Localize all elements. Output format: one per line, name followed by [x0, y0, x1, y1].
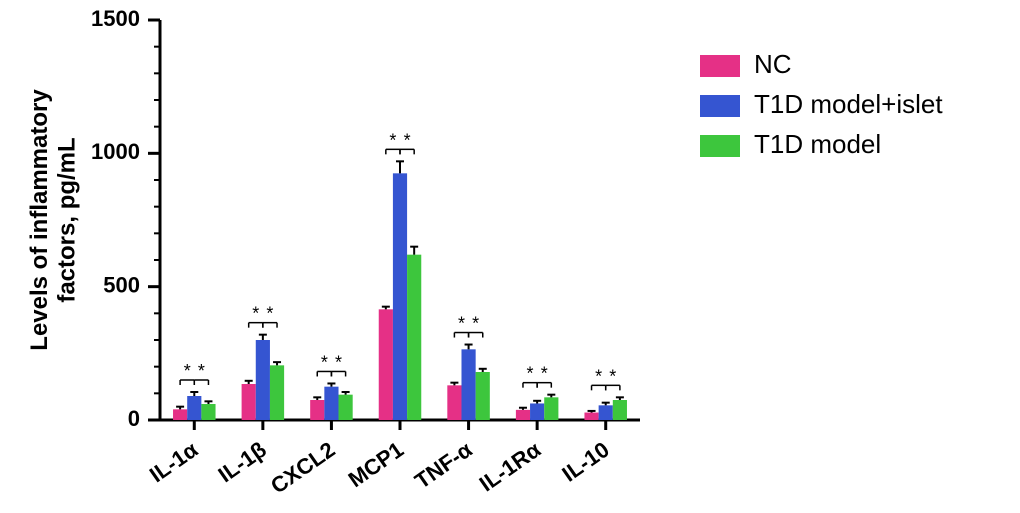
bar — [256, 340, 270, 420]
bar — [187, 396, 201, 420]
y-tick-label: 500 — [103, 272, 140, 297]
x-tick-label: IL-1β — [214, 437, 271, 488]
bar — [407, 255, 421, 420]
significance-marker: * — [472, 314, 479, 334]
significance-marker: * — [595, 366, 602, 386]
legend-swatch — [700, 95, 740, 117]
significance-marker: * — [335, 352, 342, 372]
significance-marker: * — [541, 364, 548, 384]
significance-marker: * — [184, 361, 191, 381]
y-tick-label: 1000 — [91, 139, 140, 164]
significance-marker: * — [404, 130, 411, 150]
bar — [379, 309, 393, 420]
significance-marker: * — [527, 364, 534, 384]
legend-label: NC — [754, 49, 792, 79]
significance-marker: * — [389, 130, 396, 150]
bar — [476, 372, 490, 420]
bar — [310, 400, 324, 420]
bar — [584, 413, 598, 420]
bar — [339, 395, 353, 420]
legend-swatch — [700, 135, 740, 157]
bar — [461, 349, 475, 420]
y-tick-label: 1500 — [91, 6, 140, 31]
x-tick-label: TNF-α — [410, 436, 477, 493]
legend-swatch — [700, 55, 740, 77]
y-axis-label: Levels of inflammatoryfactors, pg/mL — [26, 89, 81, 351]
bar — [530, 403, 544, 420]
legend-label: T1D model+islet — [754, 89, 943, 119]
bar — [613, 400, 627, 420]
significance-marker: * — [609, 366, 616, 386]
bar — [270, 365, 284, 420]
bar — [324, 387, 338, 420]
bar — [201, 404, 215, 420]
bar — [242, 384, 256, 420]
significance-marker: * — [458, 314, 465, 334]
x-tick-label: MCP1 — [344, 437, 408, 493]
bar — [599, 405, 613, 420]
significance-marker: * — [252, 304, 259, 324]
significance-marker: * — [266, 304, 273, 324]
legend-label: T1D model — [754, 129, 881, 159]
bar — [447, 385, 461, 420]
y-tick-label: 0 — [128, 406, 140, 431]
inflammatory-factors-bar-chart: 0 500 1000 1500 Levels of inflammatoryfactor… — [0, 0, 1020, 513]
bar — [173, 409, 187, 420]
x-tick-label: IL-10 — [557, 437, 613, 487]
x-tick-label: IL-1Rα — [475, 436, 546, 496]
bar — [544, 397, 558, 420]
bar — [516, 410, 530, 420]
bar — [393, 173, 407, 420]
significance-marker: * — [321, 352, 328, 372]
x-tick-label: IL-1α — [145, 436, 203, 487]
significance-marker: * — [198, 361, 205, 381]
x-tick-label: CXCL2 — [266, 437, 339, 499]
